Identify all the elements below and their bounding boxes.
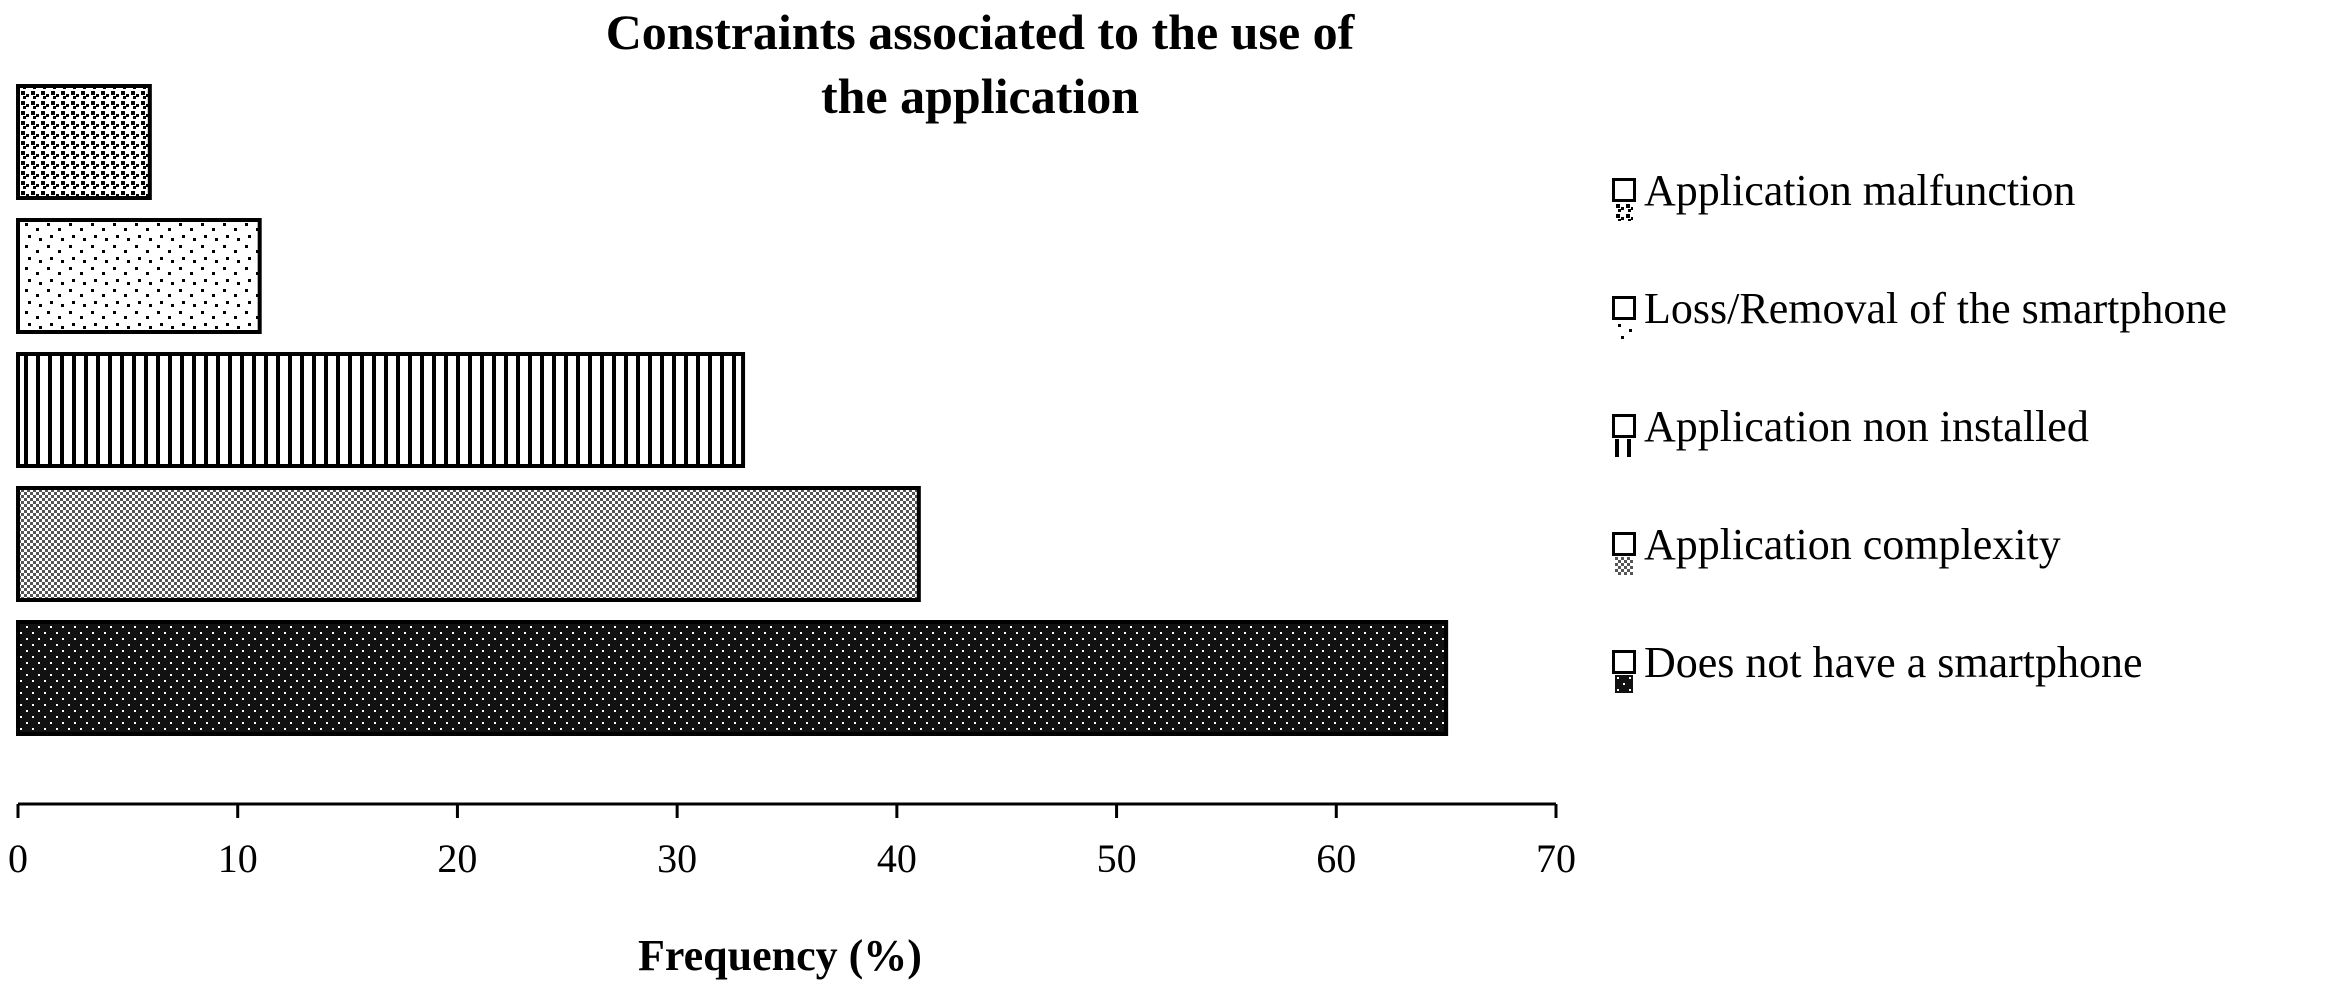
x-tick-label: 30 — [657, 836, 697, 881]
legend-swatch — [1612, 178, 1636, 221]
legend-item: Application malfunction — [1612, 160, 2076, 221]
bar-application-malfunction — [16, 84, 152, 200]
legend-item: Application complexity — [1612, 514, 2061, 575]
x-tick-label: 20 — [437, 836, 477, 881]
bars — [16, 84, 1449, 736]
x-axis-label: Frequency (%) — [638, 931, 922, 980]
x-tick-label: 10 — [218, 836, 258, 881]
plot-area: 0 10 20 30 40 50 60 70 — [8, 84, 1576, 881]
legend-label: Application malfunction — [1644, 165, 2076, 215]
legend-item: Loss/Removal of the smartphone — [1612, 278, 2227, 339]
x-tick-label: 70 — [1536, 836, 1576, 881]
legend-swatch — [1612, 296, 1636, 339]
x-tick-label: 0 — [8, 836, 28, 881]
legend-item: Does not have a smartphone — [1612, 632, 2143, 693]
legend-item: Application non installed — [1612, 396, 2089, 457]
bar-does-not-have-a-smartphone — [16, 620, 1449, 736]
chart-title: Constraints associated to the use of the… — [430, 0, 1530, 128]
bar-application-non-installed — [16, 352, 746, 468]
legend-label: Does not have a smartphone — [1644, 637, 2143, 687]
legend-label: Loss/Removal of the smartphone — [1644, 283, 2227, 333]
x-tick-label: 50 — [1097, 836, 1137, 881]
x-tick-label: 40 — [877, 836, 917, 881]
x-tick-label: 60 — [1316, 836, 1356, 881]
legend-swatch — [1612, 650, 1636, 693]
bar-loss-removal-of-the-smartphone — [16, 218, 262, 334]
legend-swatch — [1612, 532, 1636, 575]
legend-label: Application complexity — [1644, 519, 2061, 569]
legend-swatch — [1612, 414, 1636, 457]
x-axis: 0 10 20 30 40 50 60 70 — [8, 802, 1576, 881]
legend-label: Application non installed — [1644, 401, 2089, 451]
bar-application-complexity — [16, 486, 921, 602]
chart-title-line-2: the application — [820, 68, 1140, 124]
chart-title-line-1: Constraints associated to the use of — [605, 4, 1355, 60]
